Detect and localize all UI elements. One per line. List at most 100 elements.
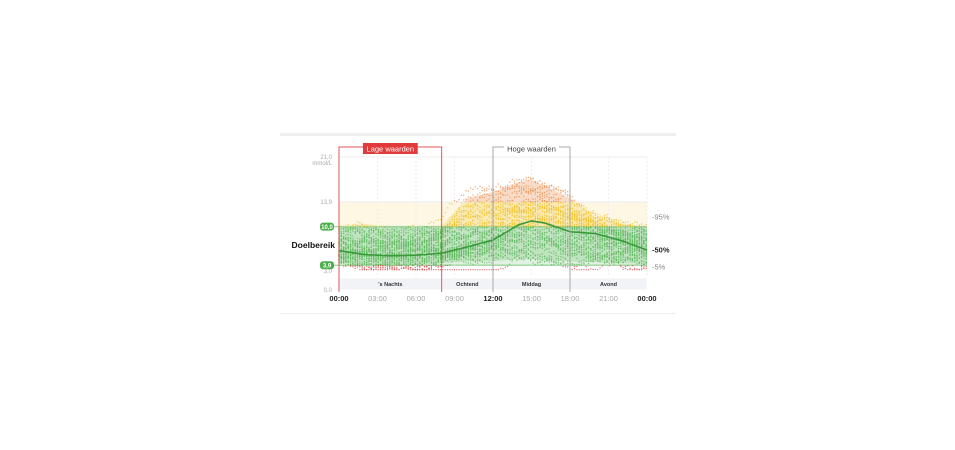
trace-point bbox=[409, 269, 412, 271]
trace-point bbox=[562, 189, 564, 192]
trace-point bbox=[506, 184, 509, 186]
trace-point bbox=[483, 258, 486, 260]
trace-point bbox=[543, 261, 546, 263]
trace-point bbox=[393, 269, 396, 271]
trace-point bbox=[368, 266, 370, 268]
trace-point bbox=[488, 185, 490, 187]
trace-point bbox=[386, 269, 389, 271]
trace-point bbox=[386, 236, 389, 239]
trace-point bbox=[548, 261, 550, 263]
trace-point bbox=[571, 249, 573, 252]
trace-point bbox=[479, 185, 481, 187]
trace-point bbox=[393, 266, 396, 268]
trace-point bbox=[564, 248, 567, 251]
trace-point bbox=[486, 258, 488, 260]
trace-point bbox=[456, 225, 458, 227]
trace-point bbox=[361, 265, 363, 267]
trace-point bbox=[523, 247, 525, 250]
trace-point bbox=[638, 224, 640, 226]
trace-point bbox=[564, 263, 567, 265]
trace-point bbox=[361, 257, 363, 259]
trace-point bbox=[548, 192, 550, 195]
trace-point bbox=[423, 269, 426, 271]
trace-point bbox=[576, 257, 578, 260]
trace-point bbox=[543, 255, 546, 257]
trace-point bbox=[562, 265, 564, 268]
trace-point bbox=[645, 242, 647, 244]
trace-point bbox=[444, 264, 446, 267]
trace-point bbox=[356, 227, 359, 230]
trace-point bbox=[567, 195, 569, 197]
trace-point bbox=[539, 180, 541, 182]
trace-point bbox=[511, 203, 513, 205]
trace-point bbox=[465, 228, 467, 231]
trace-point bbox=[504, 187, 506, 189]
trace-point bbox=[386, 265, 389, 267]
trace-point bbox=[532, 251, 534, 254]
trace-point bbox=[476, 193, 479, 195]
trace-point bbox=[476, 262, 479, 264]
trace-point bbox=[557, 258, 560, 260]
trace-point bbox=[439, 219, 442, 221]
trace-point bbox=[571, 225, 573, 227]
trace-point bbox=[467, 190, 470, 192]
trace-point bbox=[456, 258, 458, 260]
trace-point bbox=[578, 214, 580, 217]
trace-point bbox=[520, 234, 523, 236]
trace-point bbox=[525, 245, 527, 248]
trace-point bbox=[416, 269, 419, 271]
trace-point bbox=[414, 253, 416, 255]
trace-point bbox=[363, 269, 366, 271]
trace-point bbox=[638, 269, 640, 271]
trace-point bbox=[557, 186, 560, 188]
trace-point bbox=[486, 230, 488, 232]
trace-point bbox=[356, 260, 359, 262]
trace-point bbox=[347, 264, 349, 266]
trace-point bbox=[414, 231, 416, 233]
trace-point bbox=[564, 191, 567, 193]
trace-point bbox=[534, 263, 536, 266]
trace-point bbox=[532, 262, 534, 264]
trace-point bbox=[407, 268, 409, 270]
trace-point bbox=[534, 191, 536, 193]
trace-point bbox=[571, 264, 573, 266]
trace-point bbox=[486, 262, 488, 264]
trace-point bbox=[539, 261, 541, 264]
trace-point bbox=[359, 266, 361, 268]
trace-point bbox=[539, 213, 541, 215]
trace-point bbox=[382, 269, 384, 271]
trace-point bbox=[550, 256, 553, 258]
trace-point bbox=[525, 206, 527, 209]
trace-point bbox=[567, 262, 569, 265]
trace-point bbox=[634, 267, 636, 270]
trace-point bbox=[421, 260, 423, 263]
trace-point bbox=[539, 255, 541, 258]
trace-point bbox=[580, 210, 583, 212]
trace-point bbox=[567, 266, 569, 268]
trace-point bbox=[345, 228, 347, 230]
trace-point bbox=[516, 250, 518, 253]
trace-point bbox=[412, 269, 414, 271]
trace-point bbox=[481, 269, 483, 271]
trace-point bbox=[433, 221, 435, 224]
trace-point bbox=[423, 228, 426, 231]
trace-point bbox=[585, 265, 587, 268]
trace-point bbox=[412, 235, 414, 237]
trace-point bbox=[576, 214, 578, 216]
trace-point bbox=[439, 264, 442, 266]
trace-point bbox=[550, 211, 553, 214]
trace-point bbox=[509, 263, 511, 265]
trace-point bbox=[474, 186, 476, 188]
trace-point bbox=[460, 202, 463, 204]
trace-point bbox=[347, 224, 349, 226]
trace-point bbox=[370, 267, 372, 270]
trace-point bbox=[587, 258, 590, 260]
trace-point bbox=[446, 207, 449, 209]
trace-point bbox=[476, 222, 479, 224]
trace-point bbox=[562, 253, 564, 255]
trace-point bbox=[516, 208, 518, 210]
trace-point bbox=[537, 230, 539, 232]
trace-point bbox=[474, 196, 476, 198]
trace-point bbox=[541, 253, 543, 255]
trace-point bbox=[583, 205, 585, 207]
